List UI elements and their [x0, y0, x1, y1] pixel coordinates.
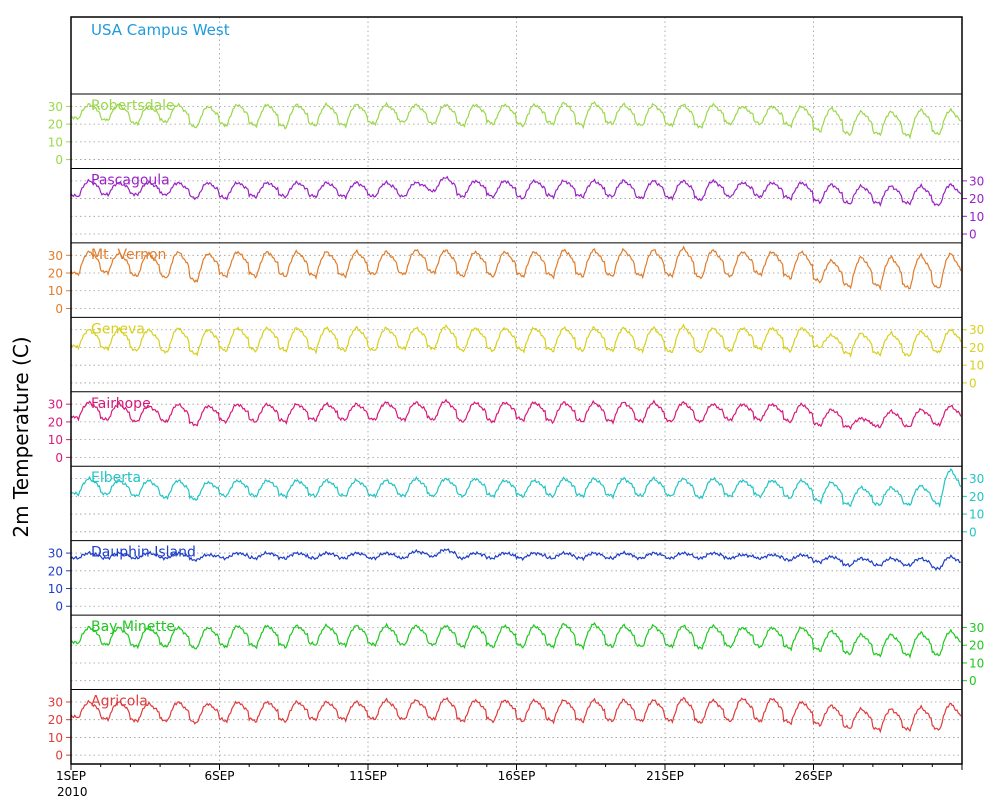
- x-tick-label: 1SEP: [56, 769, 86, 783]
- y-tick-label: 0: [969, 228, 977, 242]
- series-label: Pascagoula: [91, 172, 170, 188]
- series-line-geneva: [70, 323, 962, 358]
- y-tick-label: 20: [969, 341, 984, 355]
- series-line-mt-vernon: [70, 245, 962, 291]
- series-label: Dauphin Island: [91, 545, 196, 561]
- chart-title: USA Campus West: [91, 21, 230, 39]
- y-tick-label: 20: [48, 713, 63, 727]
- y-tick-label: 20: [48, 415, 63, 429]
- series-line-dauphin-island: [70, 548, 961, 571]
- series-line-fairhope: [70, 398, 962, 431]
- y-tick-label: 10: [48, 582, 63, 596]
- y-tick-label: 20: [48, 564, 63, 578]
- y-axis-label: 2m Temperature (C): [9, 336, 33, 537]
- series-line-agricola: [70, 696, 962, 734]
- y-tick-label: 30: [48, 100, 63, 114]
- series-label: Geneva: [91, 321, 145, 337]
- series-label: Elberta: [91, 470, 141, 486]
- y-tick-label: 10: [48, 731, 63, 745]
- y-tick-label: 0: [55, 302, 63, 316]
- series-label: Mt. Vernon: [91, 247, 166, 263]
- series-label: Bay Minette: [91, 619, 175, 635]
- y-tick-label: 0: [55, 153, 63, 167]
- y-tick-label: 20: [969, 490, 984, 504]
- y-tick-label: 10: [48, 433, 63, 447]
- series-line-elberta: [70, 468, 962, 508]
- y-tick-label: 30: [969, 174, 984, 188]
- series-label: Fairhope: [91, 396, 151, 412]
- y-tick-label: 10: [969, 508, 984, 522]
- y-tick-label: 20: [969, 639, 984, 653]
- y-tick-label: 0: [55, 749, 63, 763]
- x-tick-label: 26SEP: [795, 769, 833, 783]
- x-tick-label: 21SEP: [646, 769, 684, 783]
- y-tick-label: 20: [969, 192, 984, 206]
- series-label: Robertsdale: [91, 98, 175, 114]
- x-axis: 1SEP 6SEP 11SEP 16SEP 21SEP 26SEP: [56, 764, 963, 783]
- series-layer: [70, 100, 962, 734]
- y-tick-label: 30: [48, 249, 63, 263]
- y-tick-label: 20: [48, 267, 63, 281]
- y-tick-label: 0: [55, 451, 63, 465]
- series-line-pascagoula: [70, 175, 962, 207]
- y-tick-label: 10: [969, 359, 984, 373]
- x-tick-label: 11SEP: [349, 769, 387, 783]
- y-tick-label: 10: [48, 284, 63, 298]
- x-tick-label: 16SEP: [498, 769, 536, 783]
- y-tick-label: 0: [55, 600, 63, 614]
- y-tick-label: 30: [48, 695, 63, 709]
- x-tick-label: 6SEP: [204, 769, 234, 783]
- series-line-robertsdale: [70, 100, 962, 140]
- x-axis-year-label: 2010: [57, 785, 88, 799]
- y-tick-label: 30: [48, 398, 63, 412]
- grid-lines: [71, 17, 962, 764]
- series-label: Agricola: [91, 694, 148, 710]
- y-tick-label: 20: [48, 118, 63, 132]
- y-tick-label: 30: [969, 621, 984, 635]
- y-tick-label: 30: [969, 472, 984, 486]
- series-line-bay-minette: [70, 622, 962, 659]
- y-tick-label: 10: [969, 656, 984, 670]
- y-tick-label: 30: [48, 547, 63, 561]
- y-tick-label: 10: [969, 210, 984, 224]
- panel-dividers: 0 10 20 30 Robertsdale 0 10 20 30 Pascagoula 0 10 20…: [48, 93, 984, 763]
- y-tick-label: 0: [969, 376, 977, 390]
- y-tick-label: 0: [969, 674, 977, 688]
- y-tick-label: 30: [969, 323, 984, 337]
- y-tick-label: 0: [969, 525, 977, 539]
- y-tick-label: 10: [48, 135, 63, 149]
